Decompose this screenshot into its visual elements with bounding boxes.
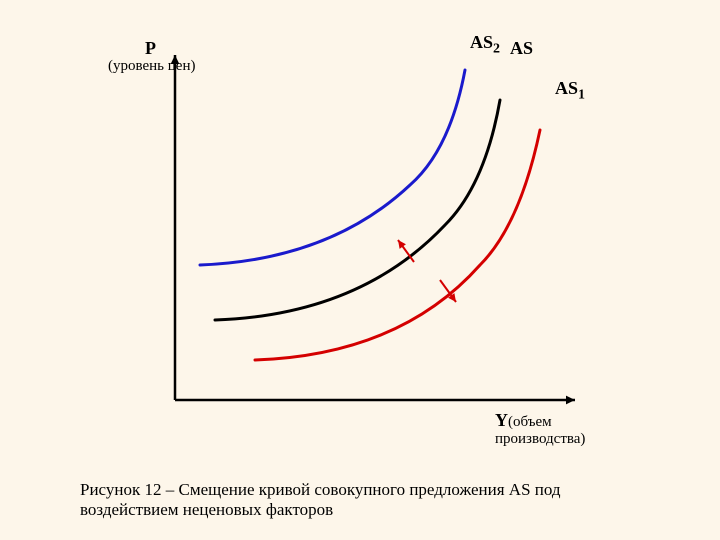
x-axis-sublabel-1: (объем — [508, 414, 552, 430]
x-axis-sublabel-2: производства) — [495, 431, 585, 448]
figure-caption: Рисунок 12 – Смещение кривой совокупного… — [80, 480, 660, 520]
chart-svg — [0, 0, 720, 540]
chart-canvas: P (уровень цен) Y(объем производства) AS… — [0, 0, 720, 540]
curve-label-as1-sub: 1 — [578, 88, 585, 103]
curve-as1 — [255, 130, 540, 360]
curve-label-as: AS — [510, 38, 533, 59]
curve-label-as1: AS1 — [555, 78, 585, 104]
y-axis-sublabel: (уровень цен) — [108, 58, 195, 75]
x-axis-label: Y — [495, 410, 508, 430]
curve-label-as2: AS2 — [470, 32, 500, 58]
curve-label-as2-sub: 2 — [493, 42, 500, 57]
shift-arrow-up-head — [398, 240, 406, 249]
y-axis-label: P — [145, 38, 156, 59]
curve-label-as1-text: AS — [555, 78, 578, 98]
x-axis-head — [566, 396, 575, 405]
curve-label-as2-text: AS — [470, 32, 493, 52]
curve-as2 — [200, 70, 465, 265]
x-axis-label-group: Y(объем производства) — [495, 410, 585, 449]
